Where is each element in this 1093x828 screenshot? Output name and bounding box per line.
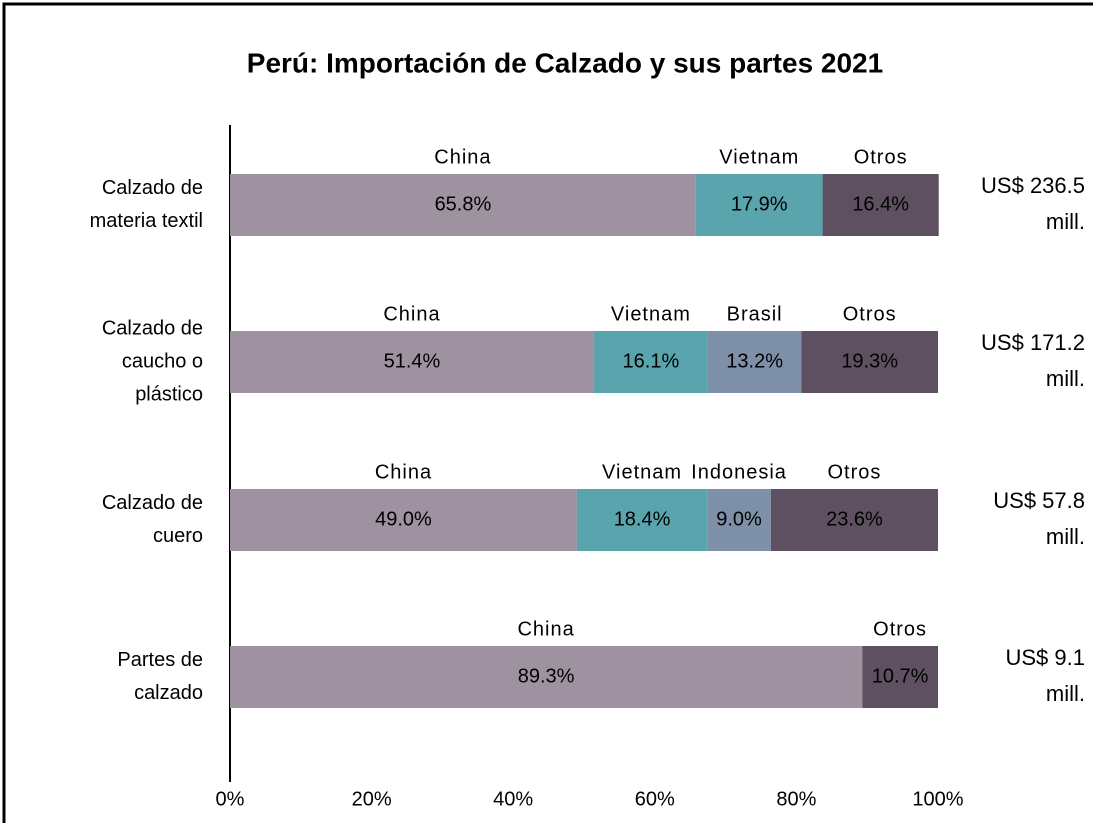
category-label: Partes de [117,649,203,671]
bar-segment [230,489,577,551]
value-label: 49.0% [375,508,432,530]
category-label: Calzado de [102,317,203,339]
total-label: mill. [1046,681,1085,706]
value-label: 16.1% [623,350,680,372]
value-label: 65.8% [435,193,492,215]
chart-title: Perú: Importación de Calzado y sus parte… [247,47,883,78]
bar-segment [801,331,938,393]
total-label: mill. [1046,209,1085,234]
bar-segment [576,489,708,551]
value-label: 23.6% [826,508,883,530]
total-label: US$ 236.5 [981,173,1085,198]
bar-segment [695,174,823,236]
segment-name: China [375,461,432,483]
category-label: calzado [134,682,203,704]
x-tick-label: 40% [493,788,533,810]
segment-name: Otros [843,303,897,325]
bar-segment [230,331,594,393]
category-label: plástico [135,383,203,405]
value-label: 17.9% [731,193,788,215]
segment-name: Vietnam [611,303,691,325]
bar-segment [862,646,938,708]
category-label: caucho o [122,350,203,372]
total-label: mill. [1046,524,1085,549]
segment-name: Otros [828,461,882,483]
segment-name: Brasil [727,303,783,325]
category-label: cuero [153,525,203,547]
total-label: US$ 57.8 [993,488,1085,513]
bar-segment [230,174,696,236]
segment-name: Otros [873,618,927,640]
segment-name: China [383,303,440,325]
segment-name: Indonesia [691,461,787,483]
segment-name: China [434,146,491,168]
category-label: materia textil [90,210,203,232]
bar-segment [822,174,939,236]
category-label: Calzado de [102,492,203,514]
total-label: US$ 9.1 [1006,645,1086,670]
x-tick-label: 60% [635,788,675,810]
bar-segment [707,489,771,551]
segment-name: Otros [854,146,908,168]
total-label: US$ 171.2 [981,330,1085,355]
x-tick-label: 20% [352,788,392,810]
value-label: 9.0% [716,508,762,530]
value-label: 16.4% [852,193,909,215]
bar-segment [230,646,863,708]
x-tick-label: 0% [216,788,245,810]
segment-name: Vietnam [602,461,682,483]
x-tick-label: 80% [776,788,816,810]
segment-name: China [517,618,574,640]
value-label: 10.7% [872,665,929,687]
bar-segment [707,331,802,393]
segment-name: Vietnam [719,146,799,168]
category-label: Calzado de [102,177,203,199]
value-label: 89.3% [518,665,575,687]
value-label: 18.4% [614,508,671,530]
value-label: 13.2% [726,350,783,372]
value-label: 19.3% [841,350,898,372]
bar-segment [770,489,938,551]
value-label: 51.4% [384,350,441,372]
x-tick-label: 100% [912,788,963,810]
bar-segment [593,331,708,393]
total-label: mill. [1046,366,1085,391]
